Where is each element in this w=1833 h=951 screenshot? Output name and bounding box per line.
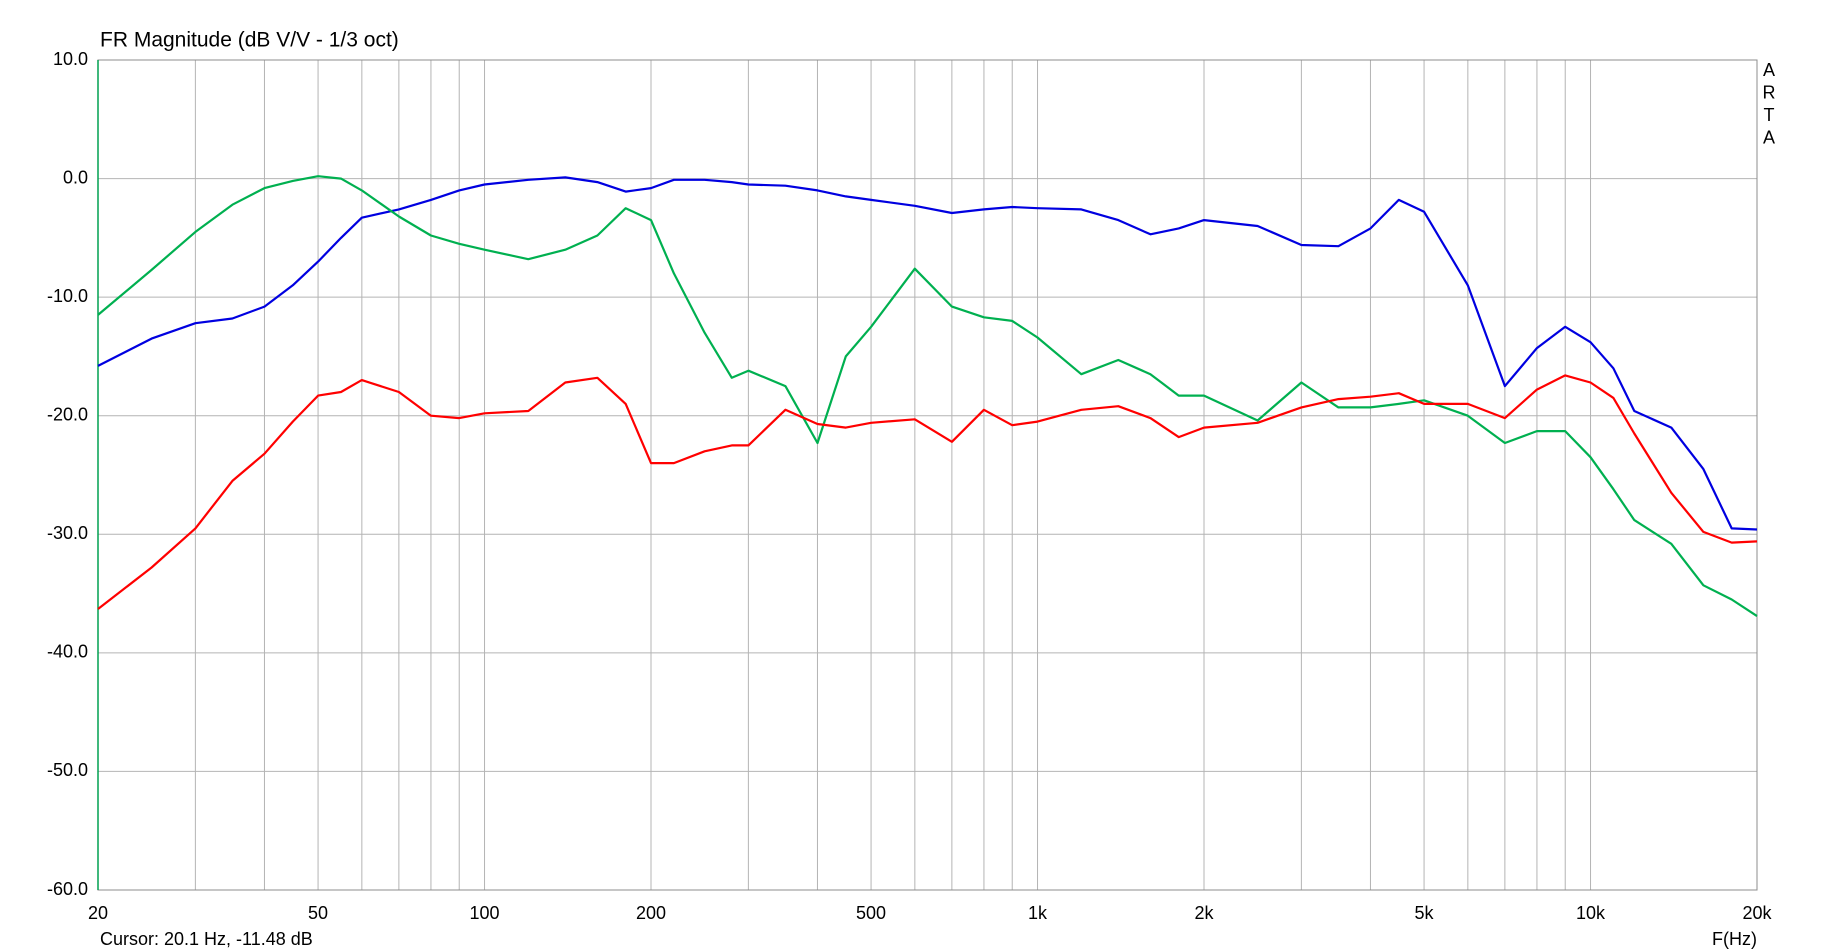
x-axis-label: F(Hz) xyxy=(1712,929,1757,949)
side-label: T xyxy=(1764,105,1775,125)
side-label: A xyxy=(1763,127,1775,147)
x-tick-label: 1k xyxy=(1028,903,1048,923)
y-tick-label: -40.0 xyxy=(47,642,88,662)
y-tick-label: -10.0 xyxy=(47,286,88,306)
y-tick-label: -30.0 xyxy=(47,523,88,543)
y-tick-label: -60.0 xyxy=(47,879,88,899)
series-line xyxy=(97,176,1758,531)
x-tick-label: 2k xyxy=(1194,903,1214,923)
y-tick-label: 10.0 xyxy=(53,49,88,69)
x-tick-label: 20k xyxy=(1742,903,1772,923)
side-label: A xyxy=(1763,60,1775,80)
chart-title: FR Magnitude (dB V/V - 1/3 oct) xyxy=(100,29,399,52)
x-tick-label: 20 xyxy=(88,903,108,923)
x-tick-label: 10k xyxy=(1576,903,1606,923)
x-tick-label: 50 xyxy=(308,903,328,923)
x-tick-label: 200 xyxy=(636,903,666,923)
y-tick-label: 0.0 xyxy=(63,167,88,187)
series-line xyxy=(97,175,1758,618)
cursor-readout: Cursor: 20.1 Hz, -11.48 dB xyxy=(100,929,313,949)
series-line xyxy=(97,374,1758,610)
y-tick-label: -50.0 xyxy=(47,760,88,780)
y-tick-label: -20.0 xyxy=(47,404,88,424)
plot-frame xyxy=(97,59,1758,891)
x-tick-label: 5k xyxy=(1415,903,1435,923)
x-tick-label: 500 xyxy=(856,903,886,923)
x-tick-label: 100 xyxy=(470,903,500,923)
side-label: R xyxy=(1763,82,1776,102)
